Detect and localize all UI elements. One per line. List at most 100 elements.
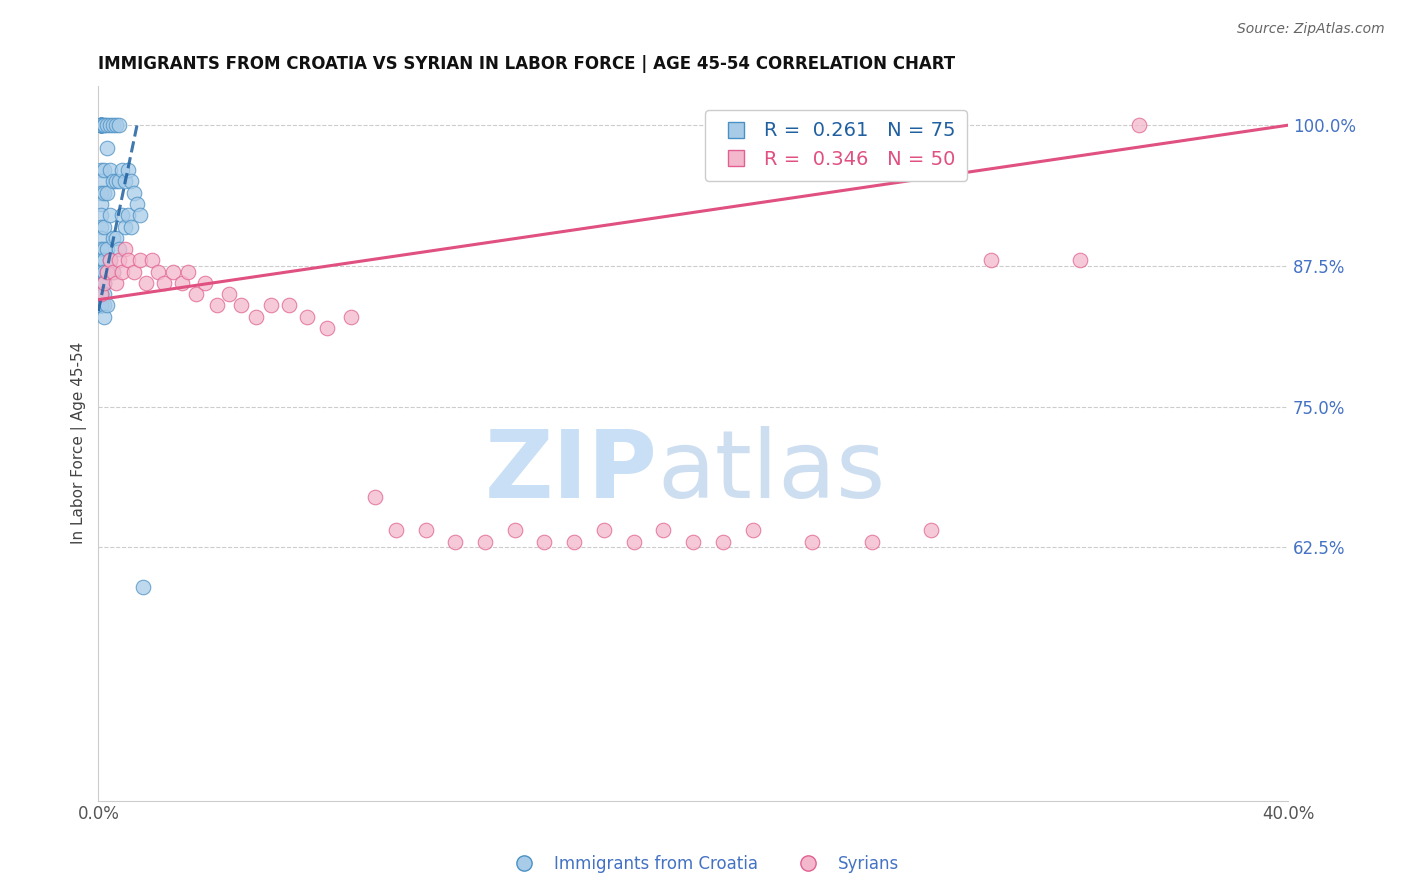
Point bbox=[623, 534, 645, 549]
Point bbox=[90, 242, 112, 256]
Point bbox=[415, 524, 437, 538]
Point bbox=[90, 264, 112, 278]
Point bbox=[93, 253, 115, 268]
Text: Source: ZipAtlas.com: Source: ZipAtlas.com bbox=[1237, 22, 1385, 37]
Point bbox=[90, 118, 112, 132]
Point bbox=[103, 174, 125, 188]
Point bbox=[96, 186, 118, 200]
Point bbox=[980, 253, 1002, 268]
Point bbox=[141, 253, 163, 268]
Point bbox=[103, 231, 125, 245]
Point bbox=[152, 276, 174, 290]
Point bbox=[260, 298, 283, 312]
Point bbox=[132, 580, 155, 594]
Point bbox=[108, 174, 131, 188]
Point bbox=[93, 242, 115, 256]
Point bbox=[98, 163, 121, 178]
Point bbox=[129, 253, 152, 268]
Point bbox=[135, 276, 157, 290]
Point bbox=[90, 118, 112, 132]
Text: atlas: atlas bbox=[658, 425, 886, 517]
Point bbox=[90, 118, 112, 132]
Point bbox=[96, 118, 118, 132]
Point bbox=[117, 253, 139, 268]
Y-axis label: In Labor Force | Age 45-54: In Labor Force | Age 45-54 bbox=[72, 343, 87, 544]
Point bbox=[562, 534, 585, 549]
Point bbox=[652, 524, 675, 538]
Point bbox=[90, 118, 112, 132]
Point bbox=[117, 163, 139, 178]
Point bbox=[593, 524, 616, 538]
Point bbox=[105, 118, 128, 132]
Point bbox=[920, 524, 942, 538]
Point bbox=[194, 276, 217, 290]
Point bbox=[105, 231, 128, 245]
Point bbox=[111, 163, 134, 178]
Point bbox=[117, 208, 139, 222]
Point bbox=[129, 208, 152, 222]
Point bbox=[114, 219, 136, 234]
Point bbox=[1069, 253, 1091, 268]
Point bbox=[96, 264, 118, 278]
Point bbox=[90, 298, 112, 312]
Point bbox=[90, 163, 112, 178]
Point bbox=[316, 321, 339, 335]
Point bbox=[93, 287, 115, 301]
Point bbox=[98, 253, 121, 268]
Point bbox=[111, 264, 134, 278]
Point bbox=[105, 174, 128, 188]
Point bbox=[218, 287, 240, 301]
Point bbox=[90, 287, 112, 301]
Point bbox=[90, 276, 112, 290]
Point bbox=[170, 276, 193, 290]
Point bbox=[90, 298, 112, 312]
Point bbox=[125, 197, 148, 211]
Point bbox=[90, 231, 112, 245]
Point bbox=[90, 118, 112, 132]
Point bbox=[364, 490, 387, 504]
Point bbox=[90, 118, 112, 132]
Point bbox=[105, 276, 128, 290]
Point bbox=[90, 219, 112, 234]
Point bbox=[98, 253, 121, 268]
Point bbox=[186, 287, 208, 301]
Point bbox=[711, 534, 734, 549]
Point bbox=[93, 186, 115, 200]
Point bbox=[103, 264, 125, 278]
Point bbox=[860, 534, 883, 549]
Point bbox=[162, 264, 184, 278]
Point bbox=[90, 118, 112, 132]
Point bbox=[108, 242, 131, 256]
Point bbox=[245, 310, 267, 324]
Point bbox=[93, 219, 115, 234]
Point bbox=[90, 174, 112, 188]
Point bbox=[474, 534, 496, 549]
Point bbox=[108, 253, 131, 268]
Point bbox=[90, 298, 112, 312]
Point bbox=[93, 163, 115, 178]
Legend: R =  0.261   N = 75, R =  0.346   N = 50: R = 0.261 N = 75, R = 0.346 N = 50 bbox=[706, 110, 967, 181]
Point bbox=[93, 298, 115, 312]
Point bbox=[120, 174, 142, 188]
Point bbox=[90, 118, 112, 132]
Point bbox=[108, 118, 131, 132]
Point bbox=[207, 298, 229, 312]
Point bbox=[295, 310, 318, 324]
Point bbox=[98, 118, 121, 132]
Point bbox=[96, 264, 118, 278]
Point bbox=[444, 534, 467, 549]
Point bbox=[90, 253, 112, 268]
Point bbox=[122, 186, 145, 200]
Point bbox=[98, 208, 121, 222]
Point bbox=[90, 186, 112, 200]
Point bbox=[146, 264, 169, 278]
Legend: Immigrants from Croatia, Syrians: Immigrants from Croatia, Syrians bbox=[501, 848, 905, 880]
Point bbox=[1128, 118, 1150, 132]
Point bbox=[120, 219, 142, 234]
Point bbox=[122, 264, 145, 278]
Point bbox=[103, 118, 125, 132]
Point bbox=[90, 298, 112, 312]
Point bbox=[90, 208, 112, 222]
Point bbox=[801, 534, 824, 549]
Point bbox=[90, 264, 112, 278]
